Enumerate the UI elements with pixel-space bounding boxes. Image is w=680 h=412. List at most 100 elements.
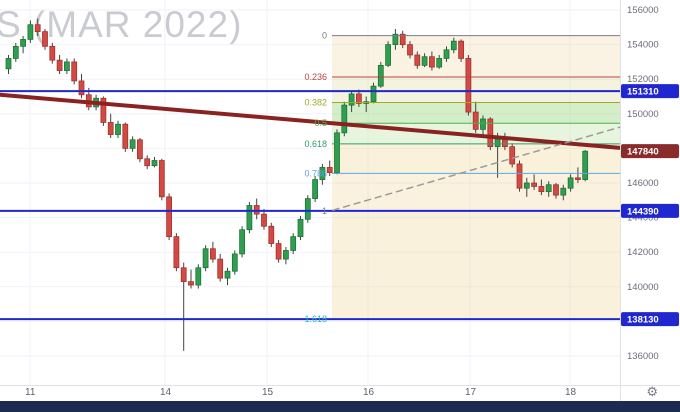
candle-body <box>166 196 172 238</box>
candle-body <box>56 59 63 71</box>
price-tick-label: 156000 <box>627 5 659 16</box>
price-tag-label: 151310 <box>627 87 659 98</box>
candle-body <box>180 267 187 282</box>
candle-body <box>560 187 567 196</box>
candle-body <box>538 186 545 193</box>
candle-body <box>217 258 224 279</box>
trendline-downtrend[interactable] <box>0 92 622 150</box>
fib-band <box>332 35 620 77</box>
candle-body <box>107 122 114 135</box>
candle-body <box>436 58 443 68</box>
candle-body <box>239 229 245 255</box>
price-tag-label: 147840 <box>627 147 659 158</box>
candle-body <box>516 163 523 189</box>
candle-body <box>188 281 194 286</box>
candle-body <box>137 139 143 160</box>
candle-body <box>246 205 253 231</box>
candle-body <box>268 225 275 244</box>
candle-body <box>122 123 129 149</box>
fib-level-label: 0.5 <box>314 118 327 128</box>
fib-level-label: 0.618 <box>304 139 327 149</box>
candle-body <box>348 93 355 106</box>
candle-body <box>42 31 48 47</box>
candle-body <box>523 182 530 189</box>
price-tag-label: 138130 <box>627 315 659 326</box>
candle-body <box>334 132 340 173</box>
candle-body <box>356 93 362 104</box>
fib-level-label: 1 <box>322 206 327 216</box>
time-axis-label: 17 <box>465 387 477 398</box>
candle-body <box>71 61 78 82</box>
candle-body <box>385 44 391 66</box>
candle-body <box>472 111 479 130</box>
candle-body <box>429 56 435 68</box>
candle-body <box>20 39 26 47</box>
time-axis-label: 14 <box>160 387 172 398</box>
price-tick-label: 142000 <box>627 247 659 258</box>
candle-body <box>253 205 260 215</box>
candle-body <box>458 40 464 59</box>
candle-body <box>158 160 165 198</box>
time-axis-label: 15 <box>262 387 274 398</box>
candle-body <box>545 184 552 193</box>
candle-body <box>231 253 238 272</box>
candle-body <box>12 45 19 59</box>
trendline-dashed-support[interactable] <box>332 126 621 211</box>
bottom-bar <box>0 401 680 412</box>
price-tick-label: 150000 <box>627 109 659 120</box>
candle-body <box>34 24 41 32</box>
candle-body <box>443 49 450 59</box>
candle-body <box>531 182 537 187</box>
candle-body <box>304 198 311 220</box>
fib-level-label: 0.382 <box>304 98 327 108</box>
candle-body <box>553 184 559 196</box>
candle-body <box>414 54 421 66</box>
time-axis[interactable]: ⚙ 11 14 15 16 17 18 <box>0 384 680 401</box>
candle-body <box>575 177 581 180</box>
price-chart-canvas[interactable]: S (MAR 2022) 00.2360.3820.50.6180.78611.6… <box>0 0 680 385</box>
price-tick-label: 154000 <box>627 40 659 51</box>
candle-body <box>567 177 574 189</box>
time-axis-label: 16 <box>363 387 375 398</box>
fib-level-label: 0.236 <box>304 72 327 82</box>
candle-body <box>297 218 304 238</box>
candle-body <box>64 61 70 71</box>
price-tag-label: 144390 <box>627 206 659 217</box>
candle-body <box>115 123 121 135</box>
candle-body <box>582 150 589 180</box>
candle-body <box>480 118 486 130</box>
price-tag <box>621 203 679 218</box>
candle-body <box>151 160 158 167</box>
candle-body <box>224 270 231 279</box>
candle-body <box>275 243 282 260</box>
candle-body <box>261 213 267 227</box>
price-tick-label: 136000 <box>627 351 659 362</box>
candle-body <box>509 146 516 165</box>
candle-body <box>407 44 413 56</box>
candle-body <box>173 236 180 269</box>
candle-body <box>195 267 202 286</box>
settings-gear-icon[interactable]: ⚙ <box>646 384 658 399</box>
candle-body <box>202 248 209 269</box>
price-tick-label: 140000 <box>627 282 659 293</box>
price-tag <box>621 144 679 159</box>
price-tag <box>621 312 679 327</box>
candle-body <box>370 85 377 103</box>
candle-body <box>392 33 399 45</box>
candle-body <box>421 56 428 66</box>
candle-body <box>210 248 216 260</box>
candle-body <box>144 158 151 167</box>
time-axis-label: 18 <box>565 387 577 398</box>
candle-body <box>399 33 406 45</box>
candle-body <box>27 24 34 40</box>
candle-body <box>100 97 107 123</box>
fib-level-label: 0.786 <box>304 168 327 178</box>
candle-body <box>78 80 85 96</box>
price-tag <box>621 84 679 99</box>
candle-body <box>290 236 297 251</box>
candle-body <box>377 64 384 87</box>
fib-band <box>332 210 620 320</box>
candle-body <box>487 118 494 148</box>
fib-level-label: 0 <box>322 31 327 41</box>
